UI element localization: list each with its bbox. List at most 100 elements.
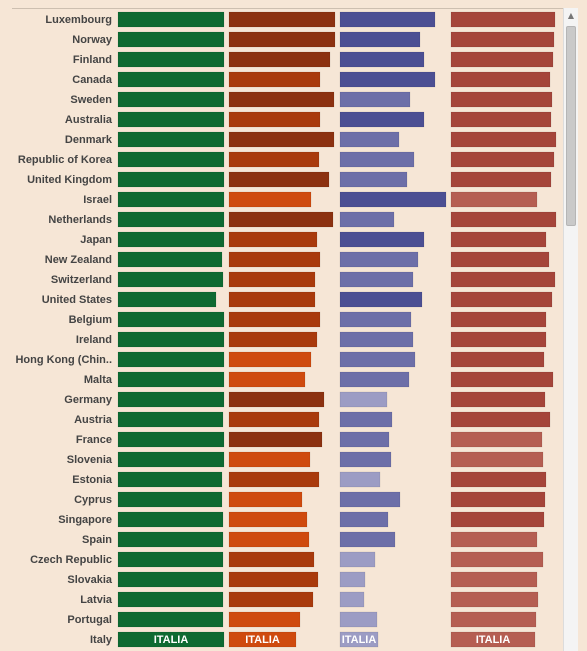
bar[interactable] <box>228 591 314 608</box>
bar[interactable] <box>339 431 390 448</box>
bar[interactable] <box>117 11 225 28</box>
bar[interactable] <box>117 311 225 328</box>
bar[interactable] <box>228 211 334 228</box>
bar[interactable] <box>228 631 297 648</box>
bar[interactable] <box>228 391 325 408</box>
bar[interactable] <box>339 571 366 588</box>
bar[interactable] <box>228 251 321 268</box>
bar[interactable] <box>117 251 223 268</box>
bar[interactable] <box>450 511 545 528</box>
bar[interactable] <box>450 271 556 288</box>
bar[interactable] <box>339 511 389 528</box>
bar[interactable] <box>117 91 225 108</box>
bar[interactable] <box>339 391 388 408</box>
bar[interactable] <box>339 71 436 88</box>
bar[interactable] <box>228 371 306 388</box>
bar[interactable] <box>117 371 225 388</box>
bar[interactable] <box>117 431 225 448</box>
bar[interactable] <box>117 411 224 428</box>
bar[interactable] <box>450 471 547 488</box>
bar[interactable] <box>117 291 217 308</box>
bar[interactable] <box>117 231 225 248</box>
bar[interactable] <box>450 451 544 468</box>
bar[interactable] <box>228 331 318 348</box>
bar[interactable] <box>339 371 410 388</box>
bar[interactable] <box>450 291 553 308</box>
bar[interactable] <box>228 131 335 148</box>
bar[interactable] <box>228 171 330 188</box>
bar[interactable] <box>450 171 552 188</box>
scrollbar-thumb[interactable] <box>566 26 576 226</box>
bar[interactable] <box>117 71 225 88</box>
bar[interactable] <box>228 271 316 288</box>
bar[interactable] <box>339 291 423 308</box>
bar[interactable] <box>117 171 225 188</box>
bar[interactable] <box>339 131 400 148</box>
bar[interactable] <box>117 211 225 228</box>
bar[interactable] <box>117 451 225 468</box>
bar[interactable] <box>339 11 436 28</box>
bar[interactable] <box>228 191 312 208</box>
bar[interactable] <box>450 571 538 588</box>
bar[interactable] <box>339 31 421 48</box>
bar[interactable] <box>450 371 554 388</box>
bar[interactable] <box>228 471 320 488</box>
bar[interactable] <box>339 111 425 128</box>
bar[interactable] <box>450 551 544 568</box>
bar[interactable] <box>339 51 425 68</box>
bar[interactable] <box>228 111 321 128</box>
bar[interactable] <box>450 611 537 628</box>
bar[interactable] <box>117 31 225 48</box>
bar[interactable] <box>450 31 555 48</box>
bar[interactable] <box>339 611 378 628</box>
bar[interactable] <box>450 71 551 88</box>
bar[interactable] <box>228 571 319 588</box>
bar[interactable] <box>450 211 557 228</box>
bar[interactable] <box>228 291 316 308</box>
bar[interactable] <box>117 271 224 288</box>
bar[interactable] <box>117 591 224 608</box>
bar[interactable] <box>339 351 416 368</box>
bar[interactable] <box>339 531 396 548</box>
bar[interactable] <box>228 511 308 528</box>
bar[interactable] <box>228 91 335 108</box>
bar[interactable] <box>339 491 401 508</box>
bar[interactable] <box>339 591 365 608</box>
bar[interactable] <box>450 191 538 208</box>
bar[interactable] <box>228 71 321 88</box>
bar[interactable] <box>339 311 412 328</box>
bar[interactable] <box>228 491 303 508</box>
bar[interactable] <box>339 211 395 228</box>
bar[interactable] <box>450 51 554 68</box>
bar[interactable] <box>450 631 536 648</box>
bar[interactable] <box>117 391 225 408</box>
bar[interactable] <box>228 231 318 248</box>
bar[interactable] <box>117 351 225 368</box>
bar[interactable] <box>450 251 550 268</box>
bar[interactable] <box>117 551 224 568</box>
bar[interactable] <box>228 11 336 28</box>
bar[interactable] <box>339 191 447 208</box>
bar[interactable] <box>450 531 538 548</box>
bar[interactable] <box>450 331 547 348</box>
bar[interactable] <box>228 611 301 628</box>
bar[interactable] <box>117 111 225 128</box>
bar[interactable] <box>450 231 547 248</box>
bar[interactable] <box>228 311 321 328</box>
bar[interactable] <box>450 11 556 28</box>
bar[interactable] <box>228 451 311 468</box>
bar[interactable] <box>450 111 552 128</box>
bar[interactable] <box>117 51 225 68</box>
bar[interactable] <box>228 31 336 48</box>
bar[interactable] <box>450 151 555 168</box>
vertical-scrollbar[interactable]: ▲ <box>563 8 578 651</box>
bar[interactable] <box>450 311 547 328</box>
bar[interactable] <box>339 271 414 288</box>
bar[interactable] <box>117 531 224 548</box>
bar[interactable] <box>450 91 553 108</box>
bar[interactable] <box>450 431 543 448</box>
bar[interactable] <box>117 631 225 648</box>
bar[interactable] <box>228 551 315 568</box>
bar[interactable] <box>339 551 376 568</box>
bar[interactable] <box>228 411 320 428</box>
